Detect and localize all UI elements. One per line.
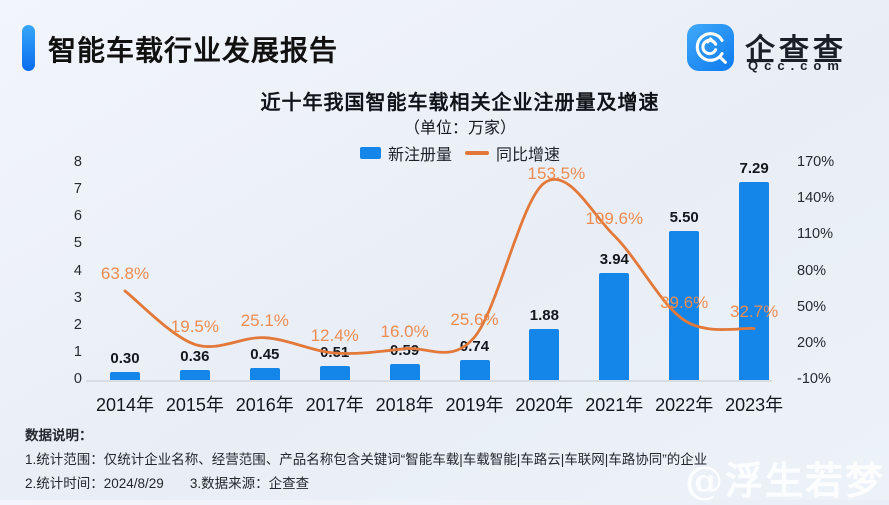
right-axis-tick: 110% <box>797 226 834 243</box>
growth-label: 25.6% <box>450 310 499 330</box>
growth-label: 25.1% <box>240 310 289 330</box>
bar-value-label: 0.30 <box>110 349 140 367</box>
growth-label: 153.5% <box>527 163 586 183</box>
right-axis-tick: -10% <box>797 371 831 387</box>
x-axis-label: 2019年 <box>445 395 504 415</box>
legend-line-swatch <box>465 151 489 155</box>
left-axis-tick: 6 <box>73 208 82 225</box>
bar-2020年 <box>529 329 560 380</box>
growth-label: 63.8% <box>100 264 150 284</box>
x-axis-label: 2018年 <box>375 395 434 415</box>
bar-2014年 <box>110 371 140 380</box>
right-axis-tick: 20% <box>797 334 827 351</box>
bar-2015年 <box>179 370 210 380</box>
x-axis-label: 2022年 <box>655 395 714 415</box>
report-title: 智能车载行业发展报告 <box>48 35 339 66</box>
bar-value-label: 3.94 <box>599 251 629 269</box>
bar-2021年 <box>599 273 630 380</box>
footer-note-line2: 2.统计时间：2024/8/29 3.数据来源：企查查 <box>25 472 309 492</box>
qcc-logo-name: 企查查 <box>745 34 847 67</box>
qcc-logo-glyph <box>695 32 727 64</box>
chart-title: 近十年我国智能车载相关企业注册量及增速 <box>260 92 660 114</box>
x-axis-label: 2023年 <box>725 395 784 415</box>
bar-value-label: 0.45 <box>250 345 280 363</box>
x-axis-label: 2017年 <box>305 395 364 415</box>
bar-2018年 <box>389 363 420 380</box>
right-axis-tick: 170% <box>797 154 835 170</box>
x-axis-label: 2016年 <box>235 395 294 415</box>
right-axis-tick: 140% <box>797 190 835 207</box>
left-axis-tick: 1 <box>73 343 82 360</box>
growth-label: 19.5% <box>170 317 219 337</box>
left-axis-tick: 4 <box>73 262 82 279</box>
x-axis-label: 2015年 <box>165 395 224 415</box>
x-axis-line <box>86 380 772 382</box>
bar-2016年 <box>249 367 280 380</box>
qcc-logo-domain: Qcc.com <box>748 58 845 73</box>
bar-value-label: 0.51 <box>320 344 350 362</box>
left-axis-tick: 2 <box>73 316 82 333</box>
growth-label: 109.6% <box>585 208 644 228</box>
footer-heading: 数据说明： <box>25 428 93 443</box>
growth-label: 16.0% <box>380 321 429 341</box>
left-axis-tick: 5 <box>73 235 82 252</box>
footer-note-source: 3.数据来源：企查查 <box>189 476 310 491</box>
growth-label: 12.4% <box>310 325 359 345</box>
bar-value-label: 7.29 <box>739 160 769 178</box>
bar-2023年 <box>739 182 770 380</box>
right-axis-tick: 50% <box>797 298 827 315</box>
chart-subtitle: （单位：万家） <box>403 120 516 137</box>
growth-label: 32.7% <box>729 301 779 321</box>
legend-bar-label: 新注册量 <box>387 147 452 164</box>
left-axis-tick: 0 <box>73 371 82 387</box>
chart-legend: 新注册量 同比增速 <box>30 141 889 165</box>
legend-bar-swatch <box>359 147 381 159</box>
right-axis-tick: 80% <box>797 262 827 279</box>
x-axis-label: 2014年 <box>95 395 155 415</box>
left-axis-tick: 3 <box>73 289 82 306</box>
footer-note-scope: 1.统计范围：仅统计企业名称、经营范围、产品名称包含关键词“智能车载|车载智能|… <box>25 452 708 467</box>
left-axis-tick: 8 <box>73 154 82 170</box>
bar-2017年 <box>319 366 350 380</box>
x-axis-label: 2020年 <box>515 395 574 415</box>
legend-line-label: 同比增速 <box>496 147 561 164</box>
bar-2019年 <box>459 359 490 380</box>
header-accent-bar <box>22 25 35 71</box>
growth-label: 39.6% <box>660 293 709 313</box>
bar-value-label: 0.36 <box>180 348 210 366</box>
x-axis-label: 2021年 <box>585 395 644 415</box>
footer-note-time: 2.统计时间：2024/8/29 <box>25 476 164 491</box>
qcc-logo-icon <box>687 24 734 71</box>
left-axis-tick: 7 <box>73 181 82 198</box>
